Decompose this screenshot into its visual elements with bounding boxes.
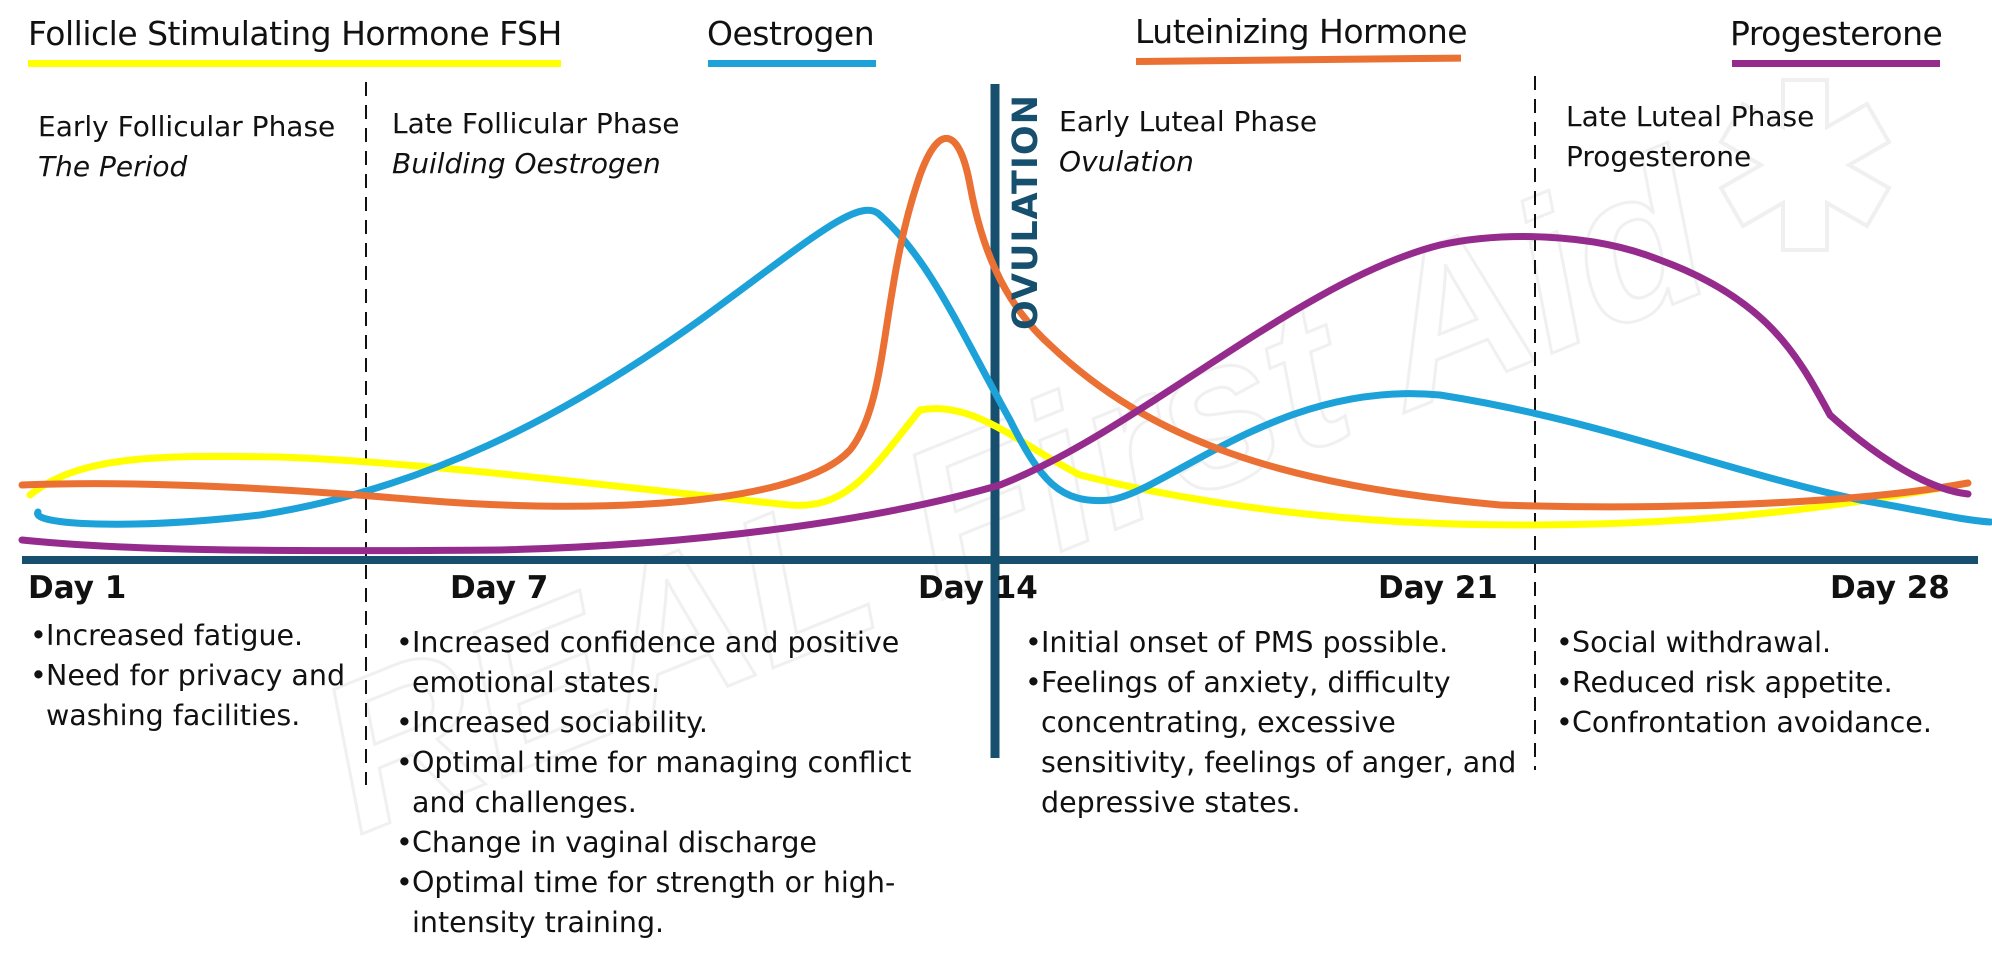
legend-swatch-fsh xyxy=(28,60,561,67)
legend-label-oestrogen: Oestrogen xyxy=(707,14,875,53)
day-label-28: Day 28 xyxy=(1830,570,1950,606)
legend-swatch-oestrogen xyxy=(708,60,876,67)
notes-early-follicular: Increased fatigue. Need for privacy and … xyxy=(30,616,360,736)
note-item: Change in vaginal discharge xyxy=(396,823,936,863)
phase-subtitle-early-follicular: The Period xyxy=(38,150,188,183)
ovulation-label: OVULATION xyxy=(1006,94,1046,330)
progesterone-curve xyxy=(18,233,1972,555)
phase-subtitle-early-luteal: Ovulation xyxy=(1059,145,1194,178)
note-item: Confrontation avoidance. xyxy=(1556,703,1976,743)
note-item: Increased confidence and positive emotio… xyxy=(396,623,936,703)
day-label-21: Day 21 xyxy=(1378,570,1498,606)
note-item: Initial onset of PMS possible. xyxy=(1025,623,1525,663)
legend-label-lh: Luteinizing Hormone xyxy=(1135,12,1468,51)
note-item: Optimal time for strength or high-intens… xyxy=(396,863,936,943)
phase-title-late-follicular: Late Follicular Phase xyxy=(392,107,680,140)
notes-late-follicular: Increased confidence and positive emotio… xyxy=(396,623,936,943)
day-label-1: Day 1 xyxy=(28,570,127,606)
note-item: Increased fatigue. xyxy=(30,616,360,656)
note-item: Social withdrawal. xyxy=(1556,623,1976,663)
fsh-curve xyxy=(26,405,1972,529)
legend-label-fsh: Follicle Stimulating Hormone FSH xyxy=(28,14,562,53)
oestrogen-curve xyxy=(34,206,1992,528)
notes-early-luteal: Initial onset of PMS possible. Feelings … xyxy=(1025,623,1525,823)
phase-subtitle-late-luteal: Progesterone xyxy=(1566,140,1752,173)
phase-title-early-follicular: Early Follicular Phase xyxy=(38,110,336,143)
first-aid-star-icon xyxy=(1718,78,1892,252)
phase-title-late-luteal: Late Luteal Phase xyxy=(1566,100,1815,133)
phase-title-early-luteal: Early Luteal Phase xyxy=(1059,105,1318,138)
legend-swatch-progesterone xyxy=(1732,60,1940,67)
note-item: Need for privacy and washing facilities. xyxy=(30,656,360,736)
notes-late-luteal: Social withdrawal. Reduced risk appetite… xyxy=(1556,623,1976,743)
note-item: Feelings of anxiety, difficulty concentr… xyxy=(1025,663,1525,823)
legend-label-progesterone: Progesterone xyxy=(1730,14,1943,53)
lh-curve xyxy=(18,135,1972,511)
note-item: Optimal time for managing conflict and c… xyxy=(396,743,936,823)
day-label-7: Day 7 xyxy=(450,570,549,606)
day-label-14: Day 14 xyxy=(918,570,1038,606)
note-item: Reduced risk appetite. xyxy=(1556,663,1976,703)
phase-subtitle-late-follicular: Building Oestrogen xyxy=(392,147,661,180)
note-item: Increased sociability. xyxy=(396,703,936,743)
